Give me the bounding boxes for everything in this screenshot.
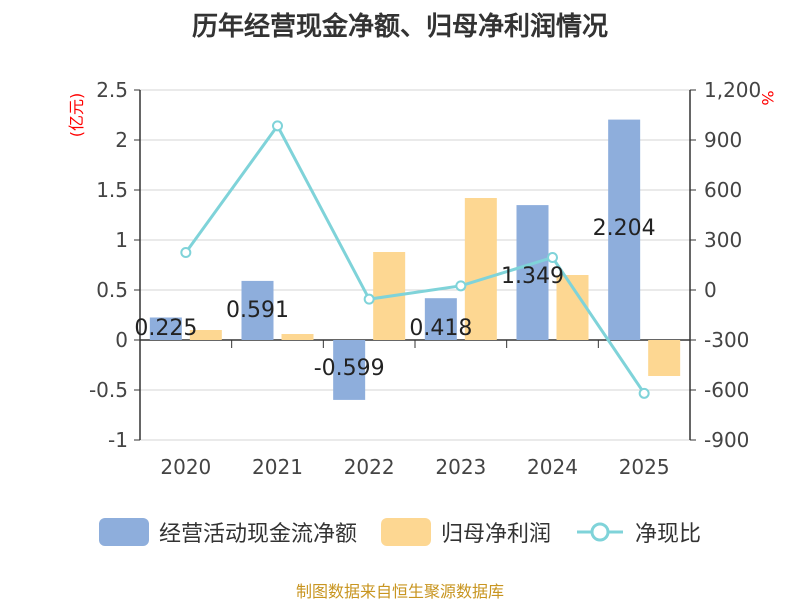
legend-item-profit[interactable]: 归母净利润 (380, 516, 551, 548)
source-note: 制图数据来自恒生聚源数据库 (295, 582, 504, 601)
line-ratio (184, 123, 646, 395)
y-left-tick-label: 0 (115, 328, 128, 352)
bar-cashflow (241, 280, 274, 340)
x-tick-label: 2021 (252, 455, 303, 479)
y-right-tick-label: -900 (704, 428, 749, 452)
data-label-cashflow: 0.591 (226, 298, 289, 323)
chart-title: 历年经营现金净额、归母净利润情况 (191, 12, 608, 42)
y-right-tick-label: 600 (704, 178, 742, 202)
legend-item-cashflow[interactable]: 经营活动现金流净额 (98, 516, 357, 548)
bar-cashflow (516, 205, 549, 340)
bar-profit (464, 198, 497, 340)
y-right-tick-label: 900 (704, 128, 742, 152)
x-tick-label: 2022 (344, 455, 395, 479)
y-right-tick-label: -300 (704, 328, 749, 352)
x-tick-label: 2025 (619, 455, 670, 479)
legend-label-ratio: 净现比 (635, 522, 702, 547)
y-right-tick-label: 0 (704, 278, 717, 302)
bar-profit (281, 334, 314, 340)
legend-swatch-profit (380, 518, 431, 546)
point-ratio (363, 293, 375, 305)
y-left-tick-label: 1.5 (96, 178, 128, 202)
y-right-tick-label: -600 (704, 378, 749, 402)
y-left-tick-label: -1 (108, 428, 128, 452)
point-ratio (272, 120, 283, 132)
legend-label-profit: 归母净利润 (440, 522, 551, 547)
legend-line-ratio-icon (577, 522, 623, 542)
y-left-tick-label: 2.5 (96, 78, 128, 102)
bar-profit (189, 330, 222, 340)
data-label-cashflow: 0.225 (134, 316, 197, 341)
point-ratio (180, 247, 192, 258)
legend-label-cashflow: 经营活动现金流净额 (158, 522, 357, 547)
point-ratio (547, 252, 558, 263)
y-right-tick-label: 300 (704, 228, 742, 252)
y-left-unit-label: (亿元) (67, 93, 86, 138)
point-ratio (455, 280, 467, 292)
bar-cashflow (333, 340, 366, 400)
y-left-tick-label: 0.5 (96, 278, 128, 302)
bar-cashflow (424, 298, 457, 340)
point-ratio (638, 387, 650, 399)
bar-cashflow (608, 119, 641, 340)
data-label-cashflow: 0.418 (409, 316, 472, 341)
y-left-tick-label: -0.5 (89, 378, 128, 402)
bar-profit (648, 340, 681, 376)
x-tick-label: 2024 (527, 455, 578, 479)
legend-swatch-cashflow (98, 518, 149, 546)
bar-cashflow (149, 317, 182, 340)
data-label-cashflow: 1.349 (501, 264, 564, 289)
legend-item-ratio[interactable]: 净现比 (575, 516, 701, 548)
y-left-tick-label: 2 (115, 128, 128, 152)
x-tick-label: 2020 (160, 455, 211, 479)
x-tick-label: 2023 (435, 455, 486, 479)
data-label-cashflow: 2.204 (593, 216, 656, 241)
y-left-tick-label: 1 (115, 228, 128, 252)
y-right-unit-label: % (758, 90, 777, 105)
legend: 经营活动现金流净额 归母净利润 净现比 (0, 516, 800, 548)
data-label-cashflow: -0.599 (314, 356, 385, 381)
y-right-tick-label: 1,200 (704, 78, 761, 102)
